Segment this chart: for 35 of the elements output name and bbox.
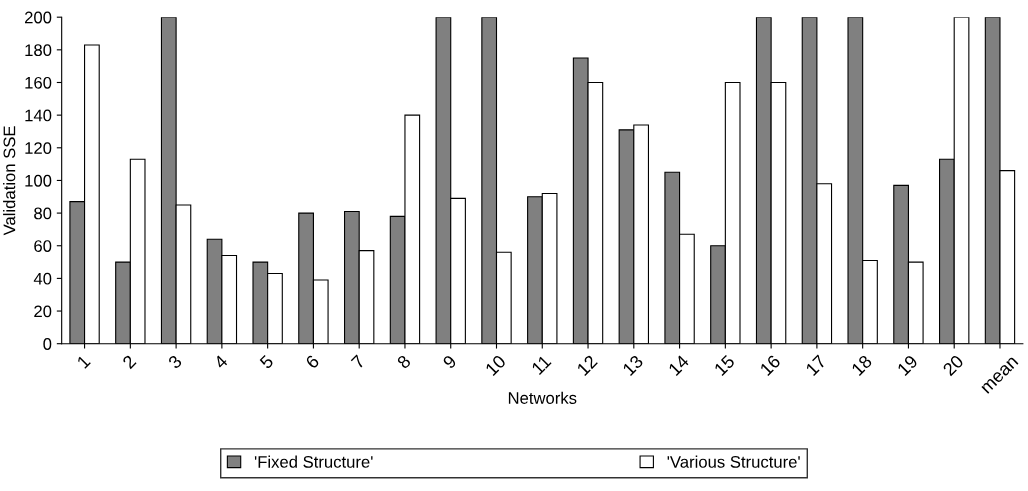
y-tick-label: 0	[43, 338, 52, 350]
x-tick-label: 4	[213, 354, 229, 370]
y-axis-title: Validation SSE	[3, 126, 16, 236]
x-tick-label: 19	[896, 354, 919, 377]
x-tick-label: 13	[622, 354, 644, 377]
y-tick-label: 80	[34, 207, 52, 220]
legend-label: 'Various Structure'	[667, 455, 800, 468]
y-tick-label: 140	[25, 109, 52, 122]
x-tick-label: 12	[576, 354, 598, 376]
y-tick-label: 100	[25, 174, 52, 187]
x-axis-title: Networks	[508, 391, 577, 404]
x-tick-label: 11	[531, 354, 552, 375]
y-tick-label: 120	[25, 142, 52, 154]
x-tick-label: 9	[442, 354, 458, 370]
x-tick-label: 3	[167, 354, 183, 370]
y-tick-label: 60	[34, 240, 52, 252]
x-tick-label: 14	[667, 354, 690, 376]
y-tick-label: 200	[24, 11, 52, 24]
x-tick-label: 20	[942, 354, 965, 377]
legend-label: 'Fixed Structure'	[254, 455, 373, 468]
x-tick-label: 17	[805, 354, 827, 376]
x-tick-label: 5	[259, 354, 275, 370]
x-tick-label: 2	[121, 354, 137, 370]
y-tick-label: 160	[25, 76, 52, 89]
x-tick-label: 8	[396, 354, 412, 370]
x-tick-label: 10	[484, 354, 507, 377]
x-tick-label: 7	[350, 354, 366, 370]
x-tick-label: 16	[759, 354, 782, 377]
x-tick-label: 6	[304, 354, 320, 370]
x-tick-label: 18	[850, 354, 873, 377]
y-tick-label: 20	[34, 305, 52, 318]
y-tick-label: 40	[33, 272, 52, 285]
x-tick-label: 15	[713, 354, 736, 377]
y-tick-label: 180	[25, 44, 52, 57]
x-tick-label: 1	[76, 354, 91, 369]
